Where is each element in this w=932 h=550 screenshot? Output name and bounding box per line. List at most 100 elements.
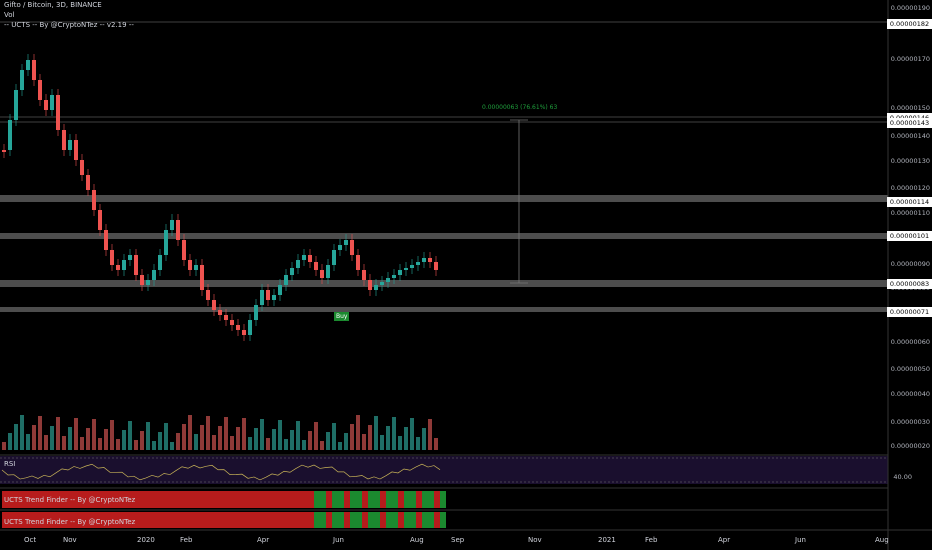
trend-bar [110, 512, 116, 528]
indicator-title[interactable]: -- UCTS -- By @CryptoNTez -- v2.19 -- [4, 21, 134, 29]
trend-bar [344, 491, 350, 508]
trend-finder-title-2[interactable]: UCTS Trend Finder -- By @CryptoNTez [4, 518, 136, 526]
price-tick: 0.00000050 [890, 365, 930, 373]
trend-bar [170, 512, 176, 528]
trend-bar [128, 491, 134, 508]
trend-bar [272, 512, 278, 528]
candle [134, 255, 138, 275]
trend-bar [62, 512, 68, 528]
trend-bar [398, 491, 404, 508]
volume-bar [350, 424, 354, 450]
trend-bar [92, 491, 98, 508]
trend-bar [8, 512, 14, 528]
time-tick: Nov [528, 536, 542, 544]
volume-bar [68, 427, 72, 450]
price-tick: 0.00000140 [890, 132, 930, 140]
trend-finder-title-1[interactable]: UCTS Trend Finder -- By @CryptoNTez [4, 496, 136, 504]
trend-bar [350, 512, 356, 528]
trend-bar [440, 491, 446, 508]
candle [182, 240, 186, 260]
candle [242, 330, 246, 335]
candle [62, 130, 66, 150]
candle [8, 120, 12, 150]
trend-bar [326, 491, 332, 508]
measure-label: 0.00000063 (76.61%) 63 [482, 104, 558, 111]
trend-bar [416, 491, 422, 508]
candle [422, 258, 426, 262]
trend-bar [410, 512, 416, 528]
trend-bar [308, 491, 314, 508]
trend-bar [368, 512, 374, 528]
time-tick: Nov [63, 536, 77, 544]
trend-bar [50, 512, 56, 528]
candle [14, 90, 18, 120]
candle [290, 268, 294, 275]
trend-bar [422, 491, 428, 508]
candle [170, 220, 174, 230]
trend-bar [434, 512, 440, 528]
trend-bar [32, 491, 38, 508]
trend-bar [200, 512, 206, 528]
volume-label[interactable]: Vol [4, 11, 15, 19]
price-level-box: 0.00000114 [887, 197, 932, 207]
volume-bar [146, 422, 150, 450]
trend-bar [356, 491, 362, 508]
trend-finder-bars-2 [2, 512, 446, 528]
candle [278, 285, 282, 295]
trend-bar [206, 491, 212, 508]
price-level-box: 0.00000101 [887, 231, 932, 241]
time-tick: Feb [180, 536, 193, 544]
candle [44, 100, 48, 110]
volume-bar [122, 430, 126, 450]
volume-bar [266, 438, 270, 450]
price-level-box: 0.00000143 [887, 118, 932, 128]
candle [200, 265, 204, 290]
volume-bar [272, 429, 276, 450]
candle [164, 230, 168, 255]
volume-bar [50, 426, 54, 450]
candle [68, 140, 72, 150]
volume-bar [188, 415, 192, 450]
volume-bar [92, 419, 96, 450]
trend-bar [104, 491, 110, 508]
candle [104, 230, 108, 250]
volume-bar [218, 426, 222, 450]
candle [188, 260, 192, 270]
price-tick: 0.00000110 [890, 209, 930, 217]
volume-bar [128, 421, 132, 450]
trend-bar [422, 512, 428, 528]
volume-bar [194, 434, 198, 450]
trend-bar [368, 491, 374, 508]
candle [248, 320, 252, 335]
volume-bar [152, 441, 156, 450]
trend-bar [338, 512, 344, 528]
candle [194, 265, 198, 270]
candle [350, 240, 354, 255]
volume-bar [230, 436, 234, 450]
trend-bar [260, 512, 266, 528]
trend-bar [230, 491, 236, 508]
time-tick: 2020 [137, 536, 155, 544]
volume-bar [362, 434, 366, 450]
price-tick: 0.00000020 [890, 442, 930, 450]
rsi-title[interactable]: RSI [4, 460, 16, 468]
buy-signal: Buy [334, 312, 350, 321]
volume-bar [320, 441, 324, 450]
trend-bar [224, 491, 230, 508]
volume-bar [422, 428, 426, 450]
candle [404, 268, 408, 270]
price-tick: 0.00000060 [890, 338, 930, 346]
candle [332, 250, 336, 265]
trend-bar [152, 491, 158, 508]
price-tick: 0.00000130 [890, 157, 930, 165]
volume-bar [248, 437, 252, 450]
volume-bar [14, 424, 18, 450]
volume-bar [38, 416, 42, 450]
candle [272, 295, 276, 300]
symbol-title[interactable]: Gifto / Bitcoin, 3D, BINANCE [4, 1, 102, 9]
volume-bar [236, 427, 240, 450]
trend-bar [152, 512, 158, 528]
candle [38, 80, 42, 100]
trend-bar [8, 491, 14, 508]
